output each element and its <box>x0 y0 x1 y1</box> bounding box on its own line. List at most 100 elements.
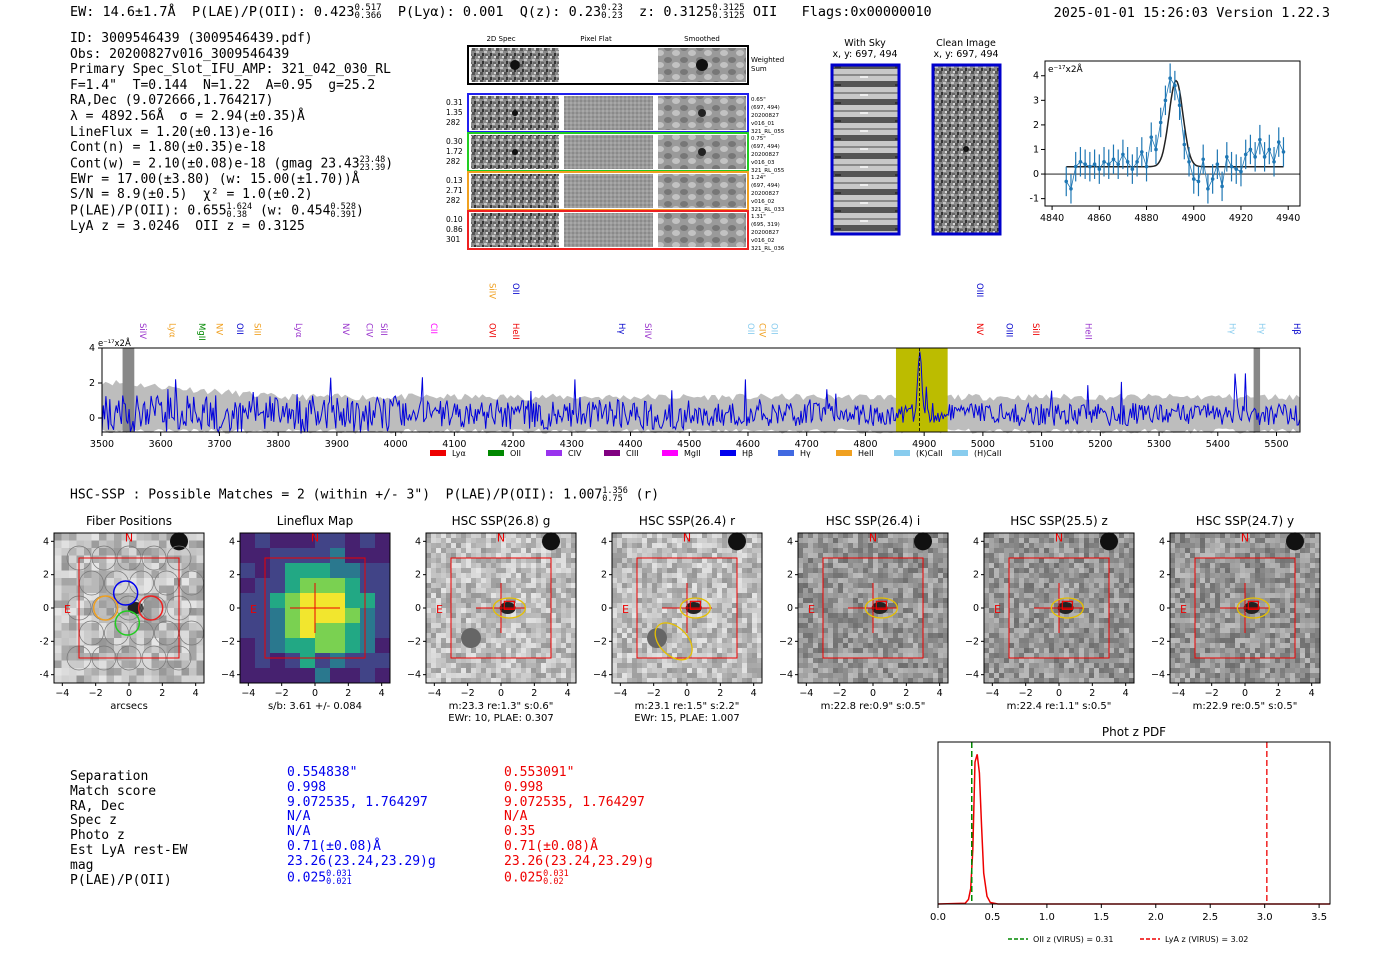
spectrum-line-mark: Hγ <box>1227 323 1237 334</box>
panel-xtick-label: 2 <box>1275 688 1281 699</box>
spectrum-xtick-label: 4800 <box>853 439 877 450</box>
spectrum-line-mark: OVI <box>487 323 497 338</box>
panel-ytick-label: 0 <box>415 603 421 614</box>
spectrum-line-mark: CIV <box>363 323 373 337</box>
spectrum-legend-label: (H)CaII <box>974 449 1001 458</box>
zoom-xtick-label: 4900 <box>1182 213 1206 224</box>
fiber-circle-highlight <box>137 595 164 621</box>
spectrum-legend-label: Hγ <box>800 449 811 458</box>
spectrum-xtick-label: 5300 <box>1147 439 1171 450</box>
col-title-pixelflat: Pixel Flat <box>580 35 612 43</box>
panel-ytick-label: 4 <box>229 536 235 547</box>
spectrum-legend-swatch <box>430 450 446 456</box>
spectrum-legend-swatch <box>952 450 968 456</box>
clean-coord: x, y: 697, 494 <box>933 49 999 60</box>
panel-image <box>54 532 205 684</box>
cutout-row-right: 1.31" <box>751 214 766 220</box>
cutout-row-left: 2.71 <box>446 186 463 195</box>
match-ellipse <box>864 597 898 619</box>
spectrum-mask <box>122 348 135 432</box>
spectrum-legend-label: Lyα <box>452 449 466 458</box>
cutout-row-right: 1.24" <box>751 175 766 181</box>
cutout-row-right: 20200827 <box>751 230 779 236</box>
cutout-row-left: 0.13 <box>446 176 463 185</box>
search-box <box>264 557 366 659</box>
panel-ytick-label: 4 <box>973 536 979 547</box>
panel-xtick-label: 4 <box>379 688 385 699</box>
spectrum-line-mark: OII <box>769 323 779 335</box>
panel-image <box>240 533 391 684</box>
fiber-circle <box>129 620 154 646</box>
spectrum-xtick-label: 4700 <box>795 439 819 450</box>
spectrum-legend-swatch <box>836 450 852 456</box>
weighted-sum-label: Weighted <box>751 56 784 64</box>
spectrum-line-mark: OIII <box>974 283 984 297</box>
zoom-ytick-label: -1 <box>1030 194 1039 205</box>
panel-xtick-label: −2 <box>1205 688 1219 699</box>
cutout-row-right: 0.75" <box>751 136 766 142</box>
zoom-ytick-label: 1 <box>1033 144 1039 155</box>
panel-ytick-label: 0 <box>787 603 793 614</box>
search-box <box>78 557 180 659</box>
east-label: E <box>1180 603 1187 616</box>
spectrum-legend-swatch <box>604 450 620 456</box>
zoom-ytick-label: 2 <box>1033 120 1039 131</box>
zoom-line-chart: e⁻¹⁷x2Å 4840 4860 4880 4900 4920 4940 -1 0 1 2 3 4 <box>1030 60 1301 224</box>
spectrum-ytick-label: 2 <box>89 378 95 389</box>
zoom-ylabel: e⁻¹⁷x2Å <box>1048 63 1084 75</box>
spectrum-xtick-label: 5200 <box>1088 439 1112 450</box>
panel-ytick-label: −2 <box>1151 636 1165 647</box>
panel-ytick-label: 2 <box>43 570 49 581</box>
spectrum-xtick-label: 5100 <box>1030 439 1054 450</box>
panel-ytick-label: −2 <box>593 636 607 647</box>
fiber-circle-highlight <box>112 580 139 606</box>
zoom-data-line <box>1065 77 1284 191</box>
panel-caption: m:22.8 re:0.9" s:0.5" <box>821 701 926 712</box>
zoom-xtick-label: 4880 <box>1134 213 1158 224</box>
spectrum-line-mark: SiII <box>1030 323 1040 336</box>
info-primary: Primary Spec_Slot_IFU_AMP: 321_042_030_R… <box>70 62 391 78</box>
clean-title: Clean Image <box>936 38 996 49</box>
spectrum-line-mark: Hγ <box>616 323 626 334</box>
spectrum-mask <box>1253 348 1261 432</box>
cutout-row-right: 321_RL_036 <box>751 246 785 252</box>
photz-xtick-label: 2.0 <box>1148 912 1164 923</box>
panel-ytick-label: −2 <box>40 636 49 647</box>
info-lambda: λ = 4892.56Å σ = 2.94(±0.35)Å <box>70 108 305 124</box>
col-title-2dspec: 2D Spec <box>486 35 515 43</box>
panel-caption: m:22.9 re:0.5" s:0.5" <box>1193 701 1298 712</box>
full-spectrum-chart: e⁻¹⁷x2Å 0 2 4 3500 3600 3700 3800 3900 4000 4100 42… <box>89 283 1301 458</box>
info-contw: Cont(w) = 2.10(±0.08)e-18 (gmag 23.4323.… <box>70 154 394 173</box>
north-label: N <box>683 531 691 544</box>
panel-title: HSC SSP(26.4) r <box>639 514 735 528</box>
clean-image <box>931 63 1002 236</box>
north-label: N <box>1241 531 1249 544</box>
panel-xtick-label: 0 <box>870 688 876 699</box>
panel-ytick-label: 4 <box>415 536 421 547</box>
panel-ytick-label: −4 <box>407 670 421 681</box>
photz-legend-oii: OII z (VIRUS) = 0.31 <box>1033 935 1113 944</box>
east-label: E <box>64 603 71 616</box>
photz-xtick-label: 3.0 <box>1257 912 1273 923</box>
spectrum-line-mark: SiII <box>378 323 388 336</box>
panel-ytick-label: 2 <box>601 570 607 581</box>
panel-xtick-label: −2 <box>461 688 475 699</box>
spectrum-xtick-label: 4900 <box>912 439 936 450</box>
fiber-circle-highlight <box>92 595 119 621</box>
panel-caption: m:23.3 re:1.3" s:0.6" <box>449 701 554 712</box>
panel-xtick-label: −4 <box>985 688 999 699</box>
east-label: E <box>622 603 629 616</box>
spectrum-line-mark: SiIV <box>137 323 147 339</box>
photz-pdf-line <box>937 754 1330 905</box>
spectrum-line-mark: Lyα <box>167 323 177 338</box>
cutout-row-right: (697, 494) <box>751 183 780 189</box>
panel-xtick-label: 2 <box>159 688 165 699</box>
panel-image <box>1170 532 1321 684</box>
panel-ytick-label: −4 <box>221 670 235 681</box>
cutout-pixelflat <box>564 135 653 169</box>
search-box <box>1194 557 1296 659</box>
sky-title: With Sky <box>844 38 886 49</box>
match-ellipse <box>1236 597 1270 619</box>
spectrum-xtick-label: 4400 <box>618 439 642 450</box>
panel-title: Lineflux Map <box>277 514 353 528</box>
